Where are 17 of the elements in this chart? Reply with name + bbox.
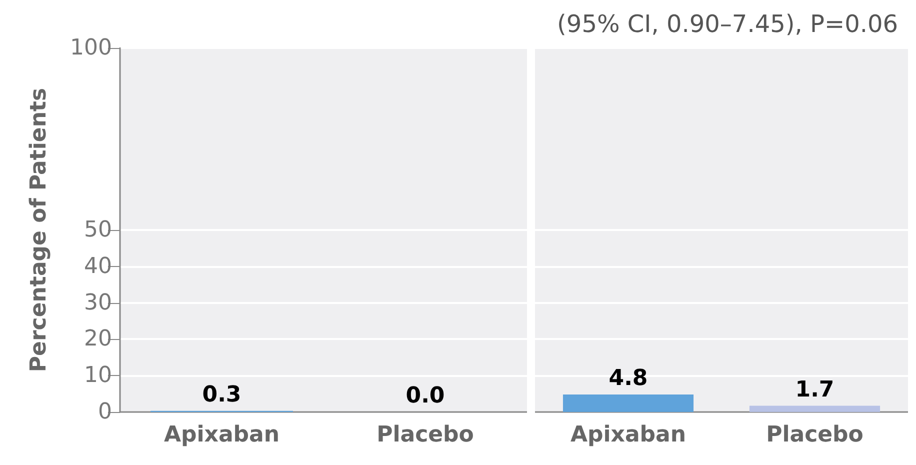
data-label: 0.0 [406,384,445,408]
x-tick-label: Placebo [766,422,864,448]
x-tick-label: Apixaban [164,422,280,448]
y-tick-label: 0 [98,400,112,424]
y-tick-label: 50 [84,218,112,242]
y-tick-label: 20 [84,326,112,352]
data-label: 0.3 [202,382,242,408]
x-tick-label: Apixaban [570,422,686,448]
y-tick-label: 30 [84,290,112,316]
text: (95% CI, 0.90–7.45), P=0.06 [557,10,898,38]
data-label: 4.8 [608,366,648,392]
data-label: 1.7 [795,377,834,402]
y-tick-label: 40 [84,254,112,279]
x-tick-label: Placebo [376,422,474,448]
y-tick-label: 10 [84,363,112,388]
y-tick-label: 100 [70,36,112,60]
y-axis-title: Percentage of Patients [26,88,52,372]
